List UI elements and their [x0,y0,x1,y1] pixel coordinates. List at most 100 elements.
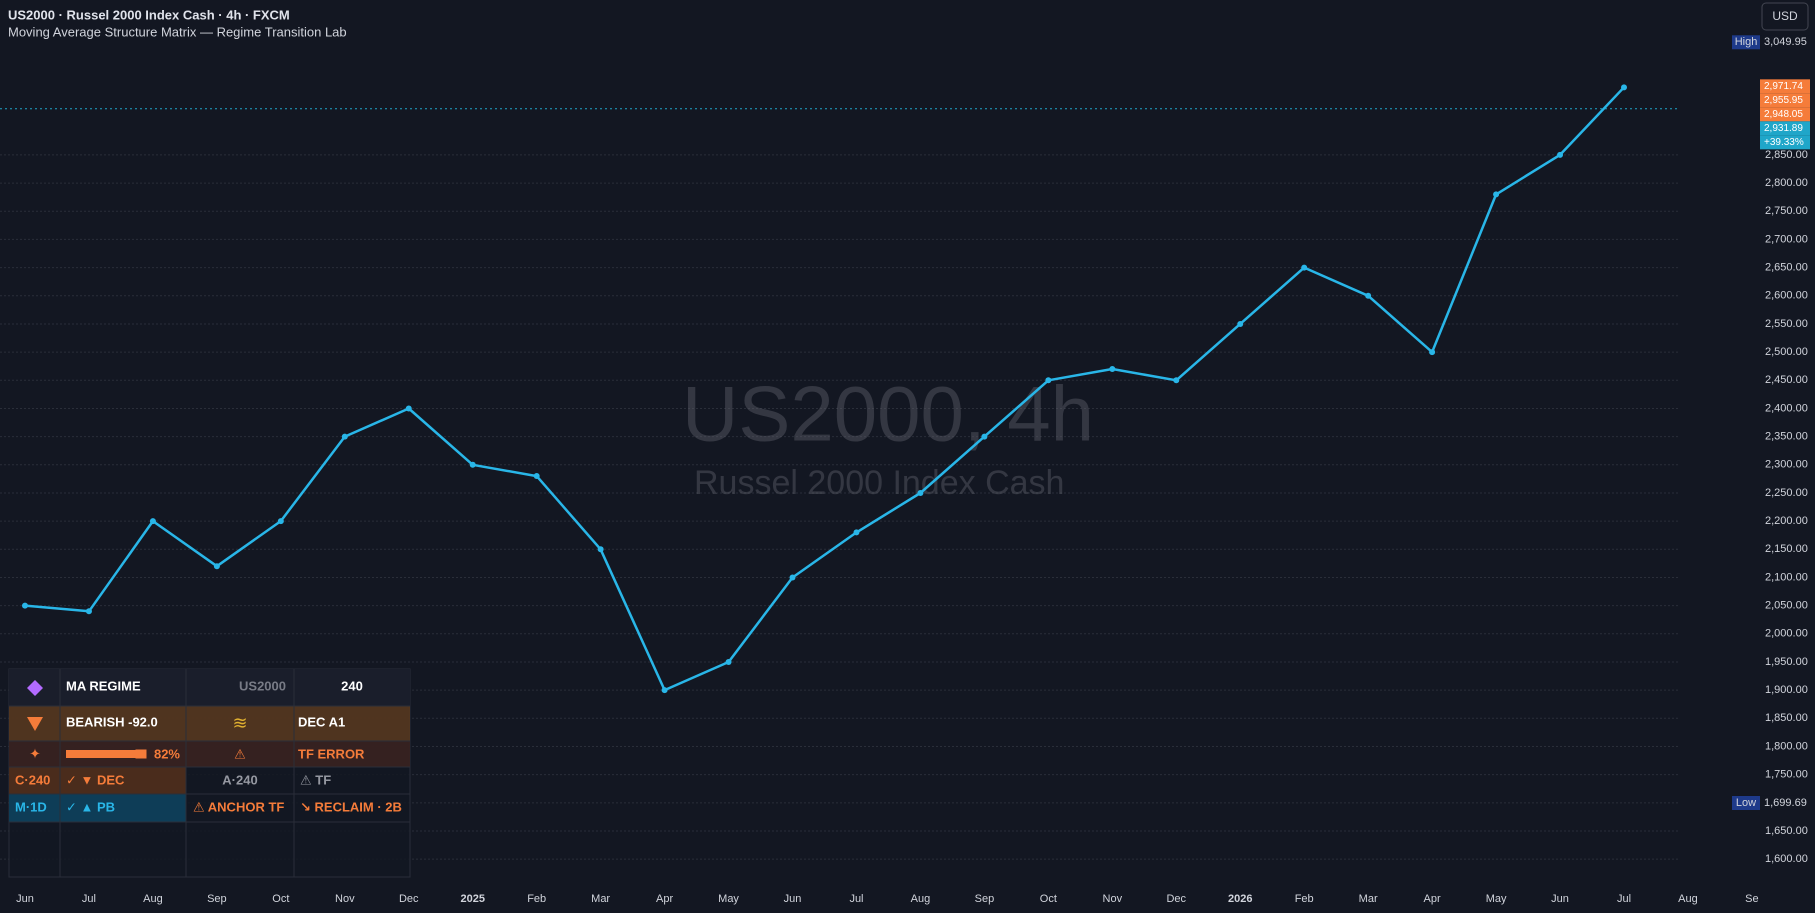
high-name-bg [1732,35,1760,50]
x-tick-label: Jun [1551,893,1569,905]
x-tick-label: May [718,893,739,905]
progress-empty [135,749,147,759]
y-tick-label: 2,750.00 [1765,205,1808,217]
change-label: +39.33% [1764,137,1804,148]
table-cell: BEARISH -92.0 [66,714,158,729]
currency[interactable]: USD [1772,9,1798,23]
x-tick-label: Apr [1424,893,1441,905]
price-point [1365,292,1372,299]
price-label: 2,955.95 [1764,95,1803,106]
price-point [789,574,796,581]
x-tick-label: 2025 [460,893,484,905]
price-point [213,563,220,570]
low-value: 1,699.69 [1764,797,1807,809]
price-point [1429,349,1436,356]
y-tick-label: 1,800.00 [1765,740,1808,752]
x-tick-label: Aug [1678,893,1698,905]
x-tick-label: Dec [1166,893,1186,905]
price-point [341,433,348,440]
x-tick-label: Mar [591,893,610,905]
x-tick-label: Feb [527,893,546,905]
watermark-subtitle: Russel 2000 Index Cash [694,464,1064,502]
price-point [1109,366,1116,373]
icon-down [27,717,43,731]
x-tick-label: Jul [1617,893,1631,905]
table-cell: ✓ ▼ DEC [66,772,125,787]
chart-subtitle: Moving Average Structure Matrix — Regime… [8,24,347,39]
low-name: Low [1736,797,1756,809]
price-point [917,489,924,496]
y-tick-label: 2,650.00 [1765,262,1808,274]
progress-fill [66,750,146,758]
table-cell: ✓ ▲ PB [66,799,115,814]
table-cell: ↘ RECLAIM · 2B [300,799,402,814]
table-cell: 82% [154,746,180,761]
icon-diamond [27,680,43,696]
table-cell: ⚠ ANCHOR TF [193,799,284,814]
x-tick-label: Apr [656,893,673,905]
price-label-bg [1760,121,1810,136]
y-tick-label: 2,350.00 [1765,431,1808,443]
y-tick-label: 2,600.00 [1765,290,1808,302]
price-point [1301,264,1308,271]
price-point [661,687,668,694]
y-tick-label: 2,500.00 [1765,346,1808,358]
table-cell: DEC A1 [298,714,345,729]
y-tick-label: 2,300.00 [1765,459,1808,471]
y-tick-label: 2,400.00 [1765,402,1808,414]
table-cell: TF ERROR [298,746,365,761]
x-tick-label: Mar [1359,893,1378,905]
price-point [597,546,604,553]
table-lines [9,669,410,877]
price-label-bg [1760,107,1810,122]
watermark: US2000, 4h [682,370,1094,458]
price-point [1493,191,1500,198]
y-tick-label: 1,900.00 [1765,684,1808,696]
progress-bar [66,749,147,759]
y-tick-label: 2,250.00 [1765,487,1808,499]
currency-button[interactable] [1761,2,1809,31]
y-tick-label: 1,850.00 [1765,712,1808,724]
price-line [24,86,1625,692]
high-name: High [1735,36,1758,48]
price-point [1045,377,1052,384]
change-label-bg [1760,135,1810,150]
table-cell: A·240 [222,772,257,787]
plot [0,84,1760,694]
y-tick-label: 2,550.00 [1765,318,1808,330]
price-point [469,461,476,468]
x-tick-label: Jul [82,893,96,905]
price-label-bg [1760,93,1810,108]
x-tick-label: Sep [975,893,995,905]
table-cell: MA REGIME [66,678,141,693]
icon-star: ✦ [29,746,41,762]
price-point [22,602,28,609]
price-label: 2,971.74 [1764,81,1803,92]
price-point [149,518,156,525]
row-bg [9,669,410,706]
table-cell: C·240 [15,772,50,787]
x-tick-label: Jun [16,893,34,905]
regime-table: ✦ ≋ ⚠ MA REGIME US2000 240 BEARISH -92.0… [8,668,411,878]
table-cell: US2000 [239,678,286,693]
y-tick-label: 2,050.00 [1765,600,1808,612]
x-tick-label: Jul [849,893,863,905]
price-point [1173,377,1180,384]
high-value: 3,049.95 [1764,36,1807,48]
icon-warning: ⚠ [234,746,246,761]
row-bg [9,794,186,822]
table-cell: M·1D [15,799,47,814]
price-point [1557,151,1564,158]
price-point [853,529,860,536]
x-tick-label: Oct [1040,893,1057,905]
price-point [1237,320,1244,327]
price-point [533,473,540,480]
y-tick-label: 1,600.00 [1765,853,1808,865]
x-tick-label: Nov [1103,893,1123,905]
price-point [1621,84,1627,91]
y-tick-label: 1,950.00 [1765,656,1808,668]
table-cell: 240 [341,678,363,693]
x-tick-label: Se [1745,893,1758,905]
row-bg [9,706,410,741]
